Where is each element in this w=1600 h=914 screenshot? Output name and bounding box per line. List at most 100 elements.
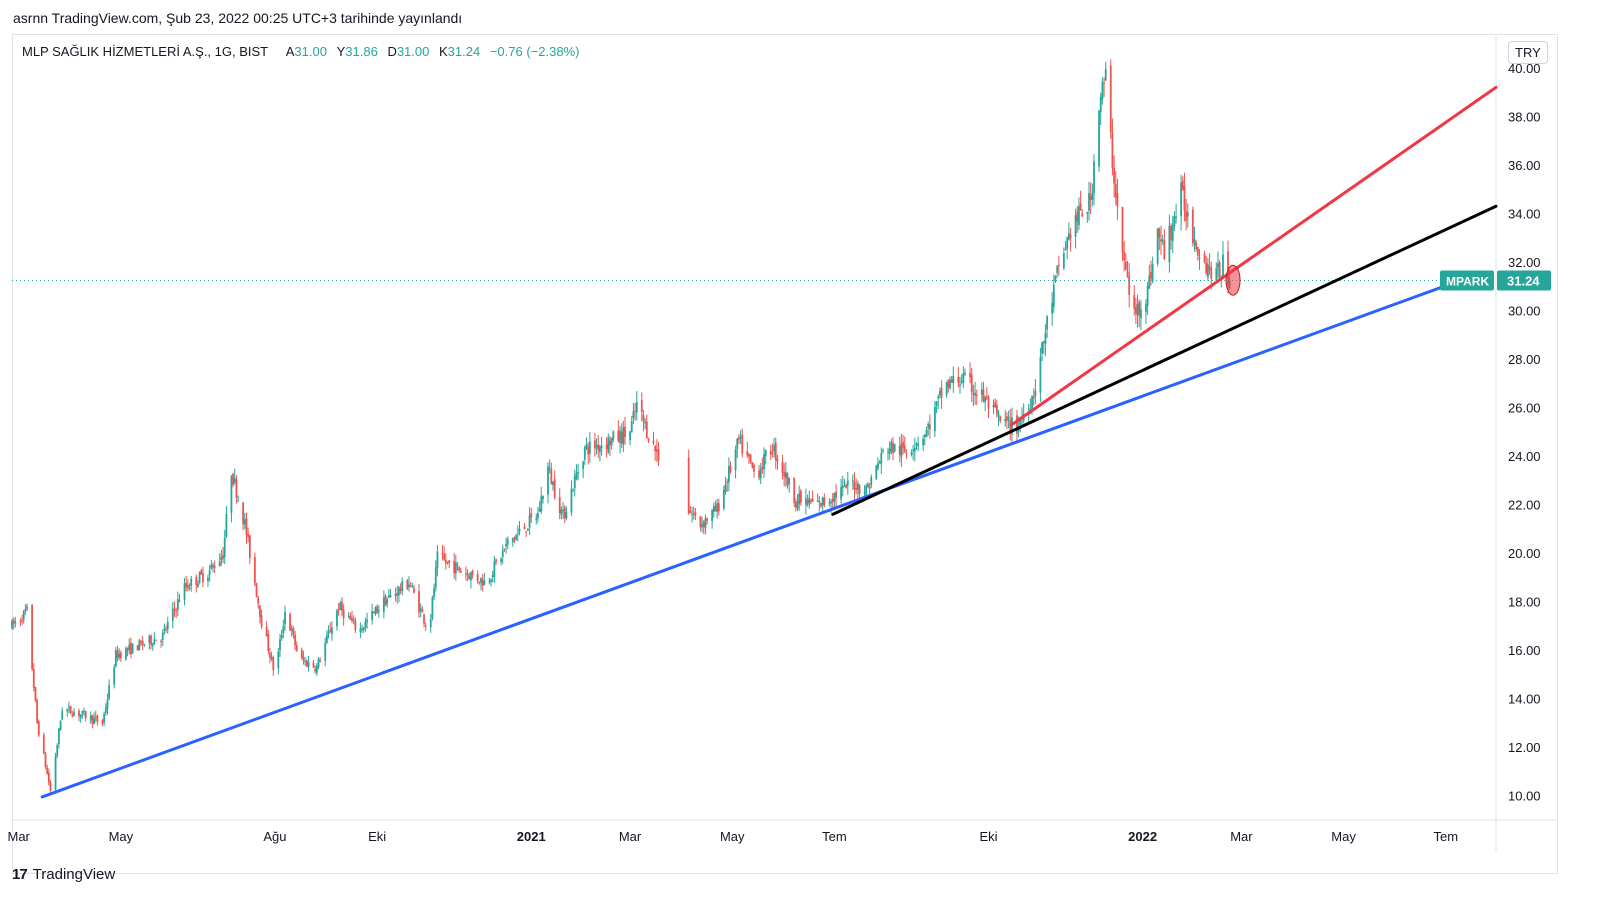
candle-body	[198, 572, 201, 583]
candle-body	[409, 586, 412, 588]
candle-body	[208, 569, 211, 576]
candle-body	[34, 687, 37, 701]
time-tick-label: Mar	[1230, 829, 1253, 844]
price-tick-label: 12.00	[1508, 740, 1541, 755]
candle-body	[1064, 248, 1067, 250]
candle-body	[69, 705, 72, 714]
time-axis[interactable]: Mar May Ağu Eki 2021 Mar May Tem Eki 2022 Mar May Te…	[8, 829, 1459, 844]
chart-legend: MLP SAĞLIK HİZMETLERİ A.Ş., 1G, BIST A31…	[22, 44, 579, 59]
candle-body	[337, 609, 340, 611]
candle-body	[304, 660, 307, 662]
time-tick-label: Eki	[979, 829, 997, 844]
candle-body	[729, 466, 732, 472]
candle-body	[1081, 213, 1084, 217]
candle-body	[505, 544, 508, 547]
candle-body	[1056, 266, 1059, 274]
candle-body	[878, 462, 881, 464]
candle-body	[927, 424, 930, 428]
candle-body	[749, 454, 752, 463]
candle-body	[784, 471, 787, 479]
candle-body	[68, 706, 70, 708]
symbol-title[interactable]: MLP SAĞLIK HİZMETLERİ A.Ş., 1G, BIST	[22, 44, 269, 59]
candle-body	[798, 493, 801, 504]
candle-body	[265, 626, 268, 637]
candle-body	[165, 629, 167, 631]
candle-body	[1196, 247, 1199, 256]
candle-body	[459, 571, 462, 573]
price-tick-label: 38.00	[1508, 109, 1541, 124]
candle-body	[220, 556, 223, 561]
candle-body	[714, 506, 717, 512]
close-value: 31.24	[447, 44, 481, 59]
candle-body	[689, 510, 692, 513]
currency-button[interactable]: TRY	[1508, 41, 1548, 64]
candle-body	[362, 627, 365, 631]
candle-body	[868, 486, 871, 489]
candle-body	[481, 579, 484, 586]
candle-body	[992, 404, 995, 408]
candle-body	[42, 734, 45, 754]
candle-body	[1158, 229, 1161, 238]
trend-lines[interactable]	[40, 85, 1498, 799]
candle-body	[622, 427, 625, 445]
candle-body	[526, 528, 529, 531]
candle-body	[456, 564, 459, 566]
candle-body	[835, 491, 837, 498]
low-label: D	[387, 44, 397, 59]
candle-body	[892, 443, 894, 454]
candle-body	[93, 717, 95, 725]
candle-body	[171, 608, 174, 621]
candle-body	[537, 512, 539, 518]
candle-body	[1208, 266, 1211, 270]
candle-body	[605, 444, 608, 449]
candle-body	[796, 500, 799, 509]
candle-body	[163, 628, 166, 631]
candle-body	[1171, 225, 1174, 242]
candle-body	[882, 450, 884, 452]
candle-body	[103, 713, 106, 723]
candle-body	[331, 627, 333, 635]
candle-body	[327, 631, 330, 635]
price-axis[interactable]: 10.00 12.00 14.00 16.00 18.00 20.00 22.00 24.00…	[1508, 61, 1541, 804]
candle-body	[600, 445, 603, 449]
candle-body	[44, 753, 47, 768]
candle-body	[595, 445, 598, 448]
candle-body	[970, 375, 973, 393]
candle-body	[923, 434, 926, 437]
candle-body	[1088, 193, 1090, 211]
candle-body	[645, 421, 648, 439]
candle-body	[185, 583, 188, 587]
open-value: 31.00	[294, 44, 327, 59]
candle-body	[1124, 262, 1127, 270]
candle-body	[1160, 239, 1162, 242]
candle-body	[433, 588, 435, 597]
candle-body	[753, 464, 755, 472]
candle-body	[806, 500, 809, 503]
candle-body	[114, 650, 117, 667]
candle-body	[94, 716, 97, 718]
candle-body	[553, 479, 556, 498]
candle-body	[939, 390, 941, 395]
candle-body	[1093, 161, 1095, 194]
candle-body	[905, 452, 908, 454]
candle-body	[1181, 180, 1184, 190]
candle-body	[138, 640, 141, 651]
candle-body	[620, 431, 623, 444]
candle-body	[793, 477, 796, 503]
candle-body	[1136, 303, 1139, 316]
candle-body	[1163, 240, 1166, 260]
candle-body	[952, 375, 955, 384]
candle-body	[940, 387, 943, 398]
candle-body	[411, 586, 414, 588]
candle-body	[687, 457, 690, 514]
candle-body	[808, 497, 811, 505]
candle-body	[759, 468, 762, 479]
candle-body	[329, 629, 332, 633]
candle-body	[19, 620, 22, 622]
candle-body	[1039, 357, 1042, 393]
price-tick-label: 18.00	[1508, 595, 1541, 610]
candle-body	[387, 595, 390, 598]
candle-body	[454, 562, 457, 574]
tradingview-logo[interactable]: 17 TradingView	[12, 866, 115, 883]
